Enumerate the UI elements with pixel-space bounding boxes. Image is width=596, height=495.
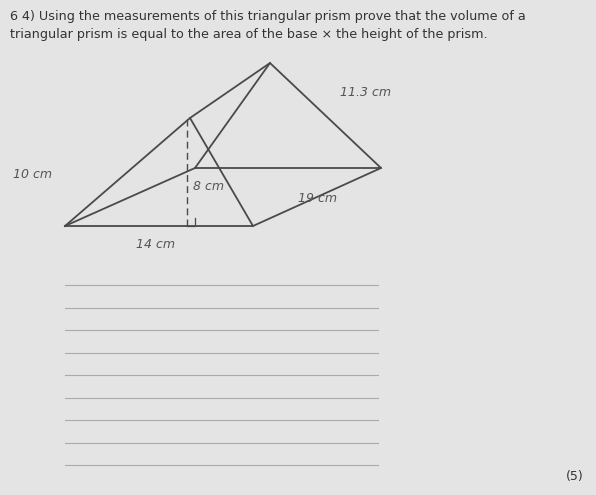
Text: 6 4) Using the measurements of this triangular prism prove that the volume of a
: 6 4) Using the measurements of this tria… [10,10,526,41]
Text: 8 cm: 8 cm [193,181,224,194]
Text: 11.3 cm: 11.3 cm [340,86,391,99]
Text: 19 cm: 19 cm [299,192,337,204]
Text: 14 cm: 14 cm [135,238,175,251]
Text: 10 cm: 10 cm [13,168,52,182]
Text: (5): (5) [566,470,584,483]
